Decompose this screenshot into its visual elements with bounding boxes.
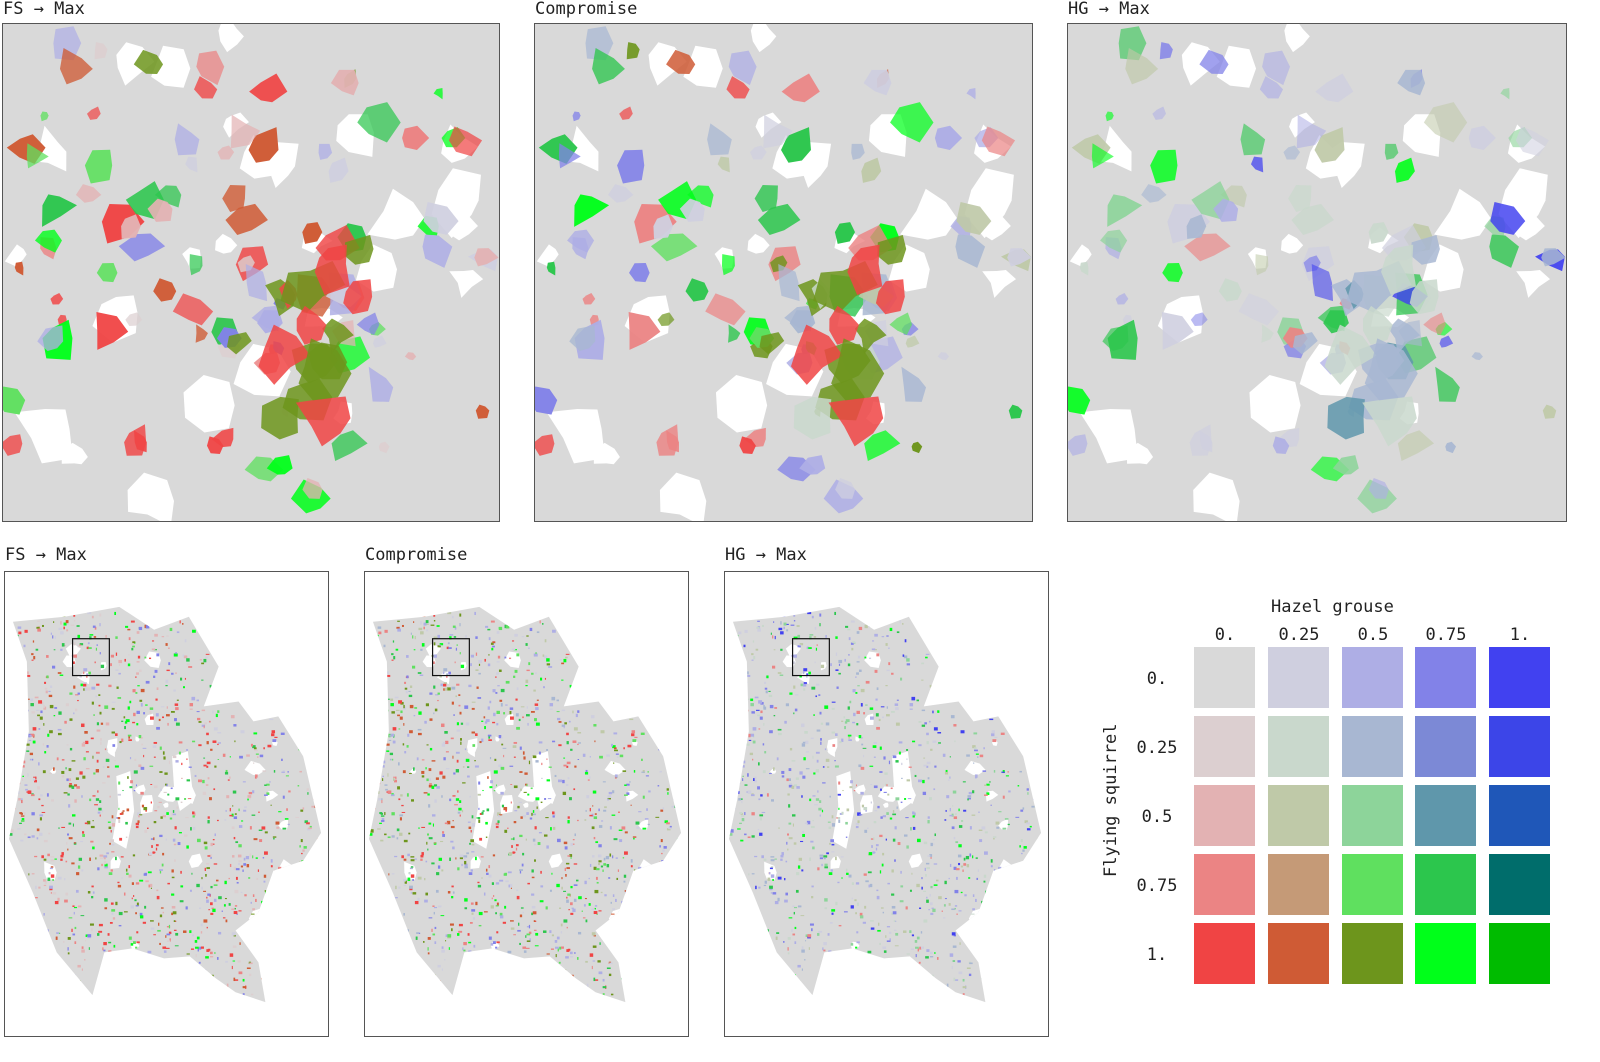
map-canvas [535, 24, 1032, 521]
bot-fs-title: FS → Max [5, 545, 87, 565]
legend-swatch [1268, 716, 1329, 777]
map-canvas [368, 606, 682, 1003]
top-comp-map [534, 23, 1033, 522]
legend-col-label: 0.75 [1425, 625, 1467, 645]
legend-col-label: 1. [1509, 625, 1531, 645]
legend-swatch [1415, 854, 1476, 915]
legend-swatch [1489, 647, 1550, 708]
legend-swatch [1268, 647, 1329, 708]
legend-swatch [1489, 854, 1550, 915]
legend-swatch [1194, 647, 1255, 708]
bot-comp-title: Compromise [365, 545, 468, 565]
legend-swatch [1342, 785, 1403, 846]
map-canvas [8, 606, 322, 1003]
legend-swatch [1268, 854, 1329, 915]
legend-swatch [1489, 716, 1550, 777]
legend-swatch [1415, 923, 1476, 984]
legend-row-label: 0.75 [1136, 876, 1178, 896]
map-canvas [728, 606, 1042, 1003]
legend-swatch [1342, 923, 1403, 984]
legend-swatch [1194, 923, 1255, 984]
bot-hg-map [724, 571, 1049, 1037]
legend-swatch [1268, 785, 1329, 846]
map-canvas [1068, 24, 1566, 521]
legend-col-label: 0. [1214, 625, 1236, 645]
bot-hg-title: HG → Max [725, 545, 807, 565]
legend-swatch [1489, 923, 1550, 984]
legend-swatch [1342, 647, 1403, 708]
legend-swatch [1415, 716, 1476, 777]
legend-swatch [1194, 716, 1255, 777]
legend-swatch [1194, 854, 1255, 915]
top-comp-title: Compromise [535, 0, 638, 19]
bot-fs-map [4, 571, 329, 1037]
legend-swatch [1342, 716, 1403, 777]
top-fs-map [2, 23, 500, 522]
legend-swatch [1268, 923, 1329, 984]
legend-row-label: 0. [1146, 669, 1168, 689]
legend-swatch [1342, 854, 1403, 915]
legend-row-label: 0.5 [1141, 807, 1173, 827]
top-hg-map [1067, 23, 1567, 522]
legend-swatch [1489, 785, 1550, 846]
map-canvas [3, 24, 499, 521]
bot-comp-map [364, 571, 689, 1037]
legend-row-label: 0.25 [1136, 738, 1178, 758]
legend-col-label: 0.25 [1278, 625, 1320, 645]
legend-row-label: 1. [1146, 945, 1168, 965]
legend-x-title: Hazel grouse [1271, 597, 1394, 617]
top-hg-title: HG → Max [1068, 0, 1150, 19]
legend-swatch [1194, 785, 1255, 846]
top-fs-title: FS → Max [3, 0, 85, 19]
legend-swatch [1415, 647, 1476, 708]
legend-swatch [1415, 785, 1476, 846]
legend-col-label: 0.5 [1357, 625, 1389, 645]
